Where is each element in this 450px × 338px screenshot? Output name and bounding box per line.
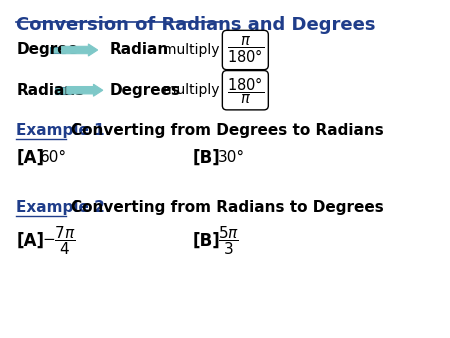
Text: Converting from Radians to Degrees: Converting from Radians to Degrees [72,200,384,215]
Text: [A]: [A] [16,232,44,250]
Text: multiply by: multiply by [162,43,241,57]
Text: $\dfrac{\pi}{180°}$: $\dfrac{\pi}{180°}$ [227,35,264,65]
Text: [B]: [B] [192,232,220,250]
Text: Radian: Radian [110,43,169,57]
FancyBboxPatch shape [55,87,70,94]
FancyArrow shape [67,84,103,96]
Text: 60°: 60° [40,150,67,165]
Text: Conversion of Radians and Degrees: Conversion of Radians and Degrees [16,17,376,34]
Text: 30°: 30° [218,150,245,165]
Text: Radians: Radians [16,83,85,98]
Text: $\dfrac{180°}{\pi}$: $\dfrac{180°}{\pi}$ [227,75,264,105]
Text: Degree: Degree [16,43,78,57]
Text: [A]: [A] [16,148,44,166]
Text: $\dfrac{5\pi}{3}$: $\dfrac{5\pi}{3}$ [218,225,239,258]
Text: $-\dfrac{7\pi}{4}$: $-\dfrac{7\pi}{4}$ [42,225,76,258]
Text: [B]: [B] [192,148,220,166]
Text: Degrees: Degrees [110,83,180,98]
Text: Example 1: Example 1 [16,123,105,138]
Text: Example 2: Example 2 [16,200,105,215]
FancyArrow shape [62,44,98,56]
Text: multiply by: multiply by [162,83,241,97]
FancyBboxPatch shape [50,47,65,53]
Text: Converting from Degrees to Radians: Converting from Degrees to Radians [72,123,384,138]
